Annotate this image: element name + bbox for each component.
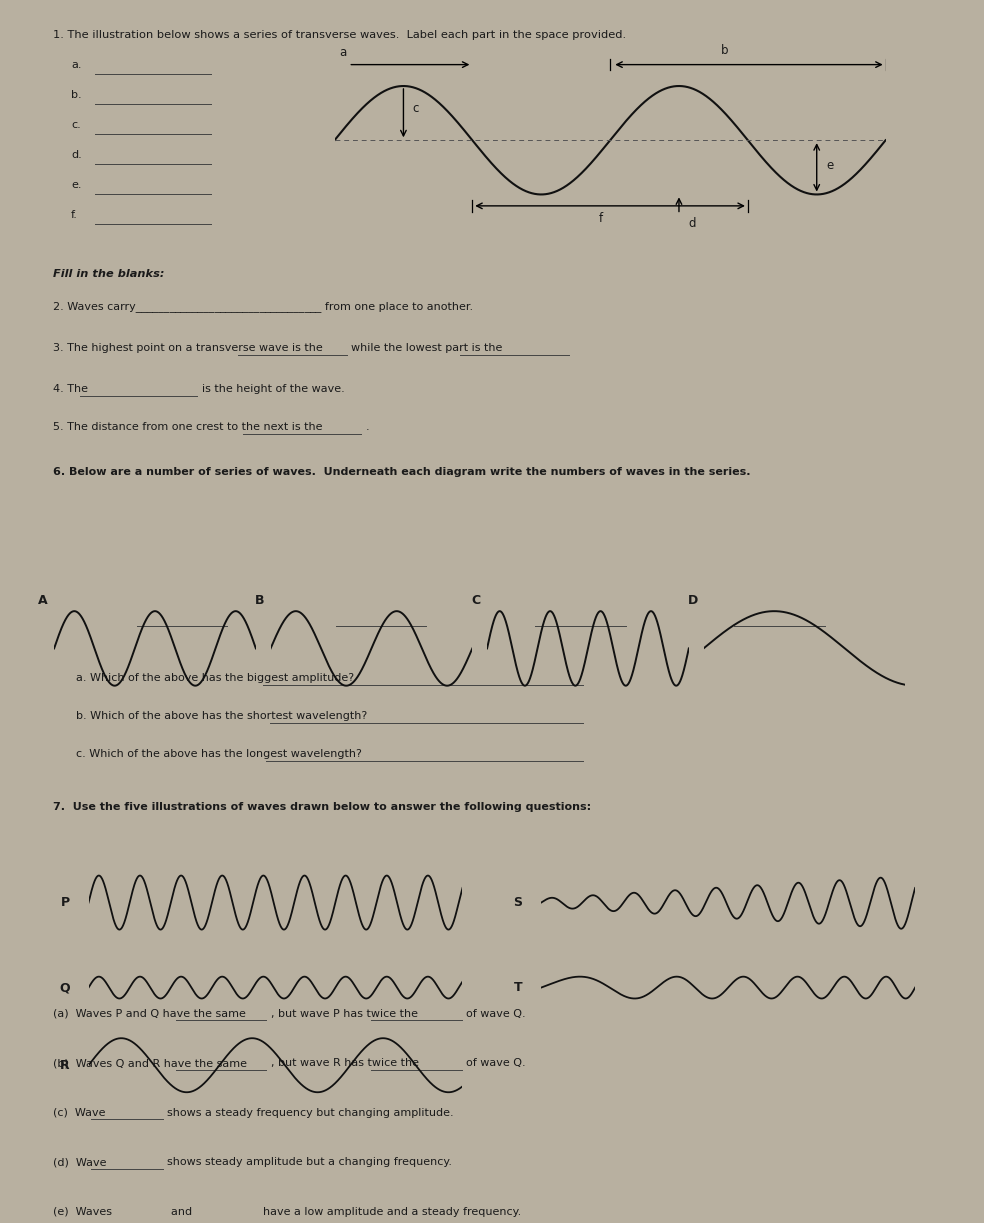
Text: 6. Below are a number of series of waves.  Underneath each diagram write the num: 6. Below are a number of series of waves… xyxy=(53,467,751,477)
Text: b. Which of the above has the shortest wavelength?: b. Which of the above has the shortest w… xyxy=(76,711,367,722)
Text: C: C xyxy=(471,593,480,607)
Text: 4. The: 4. The xyxy=(53,384,92,394)
Text: 7.  Use the five illustrations of waves drawn below to answer the following ques: 7. Use the five illustrations of waves d… xyxy=(53,802,591,812)
Text: while the lowest part is the: while the lowest part is the xyxy=(351,342,503,353)
Text: S: S xyxy=(514,896,523,909)
Text: D: D xyxy=(688,593,698,607)
Text: R: R xyxy=(60,1059,70,1071)
Text: A: A xyxy=(38,593,47,607)
Text: , but wave R has twice the: , but wave R has twice the xyxy=(271,1058,419,1068)
Text: c: c xyxy=(412,103,419,115)
Text: e.: e. xyxy=(71,180,82,190)
Text: e: e xyxy=(826,159,833,172)
Text: c. Which of the above has the longest wavelength?: c. Which of the above has the longest wa… xyxy=(76,748,361,759)
Text: of wave Q.: of wave Q. xyxy=(466,1009,526,1019)
Text: B: B xyxy=(255,593,264,607)
Text: Q: Q xyxy=(59,981,70,994)
Text: c.: c. xyxy=(71,120,81,130)
Text: d: d xyxy=(688,218,696,230)
Text: a.: a. xyxy=(71,60,82,70)
Text: 5. The distance from one crest to the next is the: 5. The distance from one crest to the ne… xyxy=(53,422,326,432)
Text: 1. The illustration below shows a series of transverse waves.  Label each part i: 1. The illustration below shows a series… xyxy=(53,31,626,40)
Text: b.: b. xyxy=(71,89,82,100)
Text: of wave Q.: of wave Q. xyxy=(466,1058,526,1068)
Text: a: a xyxy=(339,46,346,59)
Text: 2. Waves carry_________________________________ from one place to another.: 2. Waves carry__________________________… xyxy=(53,302,473,313)
Text: (e)  Waves: (e) Waves xyxy=(53,1207,115,1217)
Text: , but wave P has twice the: , but wave P has twice the xyxy=(271,1009,418,1019)
Text: shows a steady frequency but changing amplitude.: shows a steady frequency but changing am… xyxy=(167,1108,454,1118)
Text: f: f xyxy=(599,212,603,225)
Text: 3. The highest point on a transverse wave is the: 3. The highest point on a transverse wav… xyxy=(53,342,323,353)
Text: .: . xyxy=(365,422,369,432)
Text: a. Which of the above has the biggest amplitude?: a. Which of the above has the biggest am… xyxy=(76,674,353,684)
Text: T: T xyxy=(514,981,523,994)
Text: (d)  Wave: (d) Wave xyxy=(53,1157,110,1167)
Text: P: P xyxy=(61,896,70,909)
Text: f.: f. xyxy=(71,210,78,220)
Text: (a)  Waves P and Q have the same: (a) Waves P and Q have the same xyxy=(53,1009,246,1019)
Text: d.: d. xyxy=(71,150,82,160)
Text: (b)  Waves Q and R have the same: (b) Waves Q and R have the same xyxy=(53,1058,247,1068)
Text: have a low amplitude and a steady frequency.: have a low amplitude and a steady freque… xyxy=(263,1207,522,1217)
Text: b: b xyxy=(721,44,728,57)
Text: is the height of the wave.: is the height of the wave. xyxy=(202,384,344,394)
Text: shows steady amplitude but a changing frequency.: shows steady amplitude but a changing fr… xyxy=(167,1157,453,1167)
Text: (c)  Wave: (c) Wave xyxy=(53,1108,109,1118)
Text: and: and xyxy=(171,1207,196,1217)
Text: Fill in the blanks:: Fill in the blanks: xyxy=(53,269,164,279)
